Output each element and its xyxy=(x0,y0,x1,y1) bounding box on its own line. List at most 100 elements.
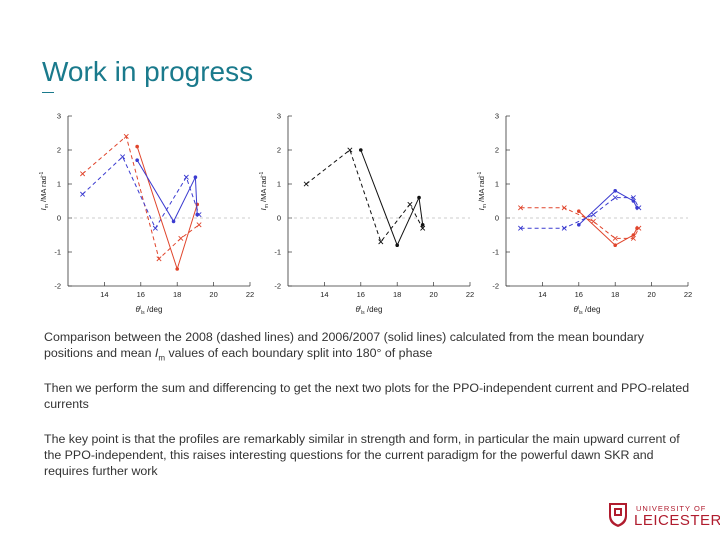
data-point xyxy=(612,235,618,241)
data-point xyxy=(135,144,139,149)
x-tick-label: 16 xyxy=(575,290,583,299)
x-axis-label: θils /deg xyxy=(136,305,163,316)
data-point xyxy=(631,233,636,237)
series-line-3 xyxy=(578,210,638,246)
y-axis-label: Im /MA rad-1 xyxy=(39,171,50,210)
data-point xyxy=(577,223,581,227)
data-point xyxy=(196,222,202,228)
y-tick-label: 1 xyxy=(57,180,61,189)
logo-leicester: LEICESTER xyxy=(634,512,720,529)
chart-panel-2: -2 -1 0 1 2 3 14 16 18 20 22 θils /deg Im /MA rad-1 xyxy=(259,112,474,317)
data-point xyxy=(80,191,86,197)
data-point xyxy=(630,235,636,241)
data-point xyxy=(635,206,639,210)
x-tick-label: 18 xyxy=(611,290,619,299)
caption-comparison-text-b: values of each boundary split into 180° … xyxy=(165,346,433,360)
y-tick-label: 2 xyxy=(277,146,281,155)
x-axis-label: θils /deg xyxy=(574,305,601,316)
x-tick-label: 14 xyxy=(100,290,108,299)
data-point xyxy=(395,243,400,247)
y-tick-label: -1 xyxy=(274,248,281,257)
caption-sum-difference: Then we perform the sum and differencing… xyxy=(44,381,690,411)
data-point xyxy=(347,147,353,153)
data-point xyxy=(178,235,184,241)
x-tick-label: 18 xyxy=(173,290,181,299)
chart-panel-3: -2 -1 0 1 2 3 14 16 18 20 22 θils /deg Im /MA rad-1 xyxy=(477,112,692,317)
crest-icon xyxy=(609,503,627,527)
data-point xyxy=(123,133,129,139)
data-point xyxy=(518,205,524,211)
data-point xyxy=(612,195,618,201)
data-point xyxy=(630,195,636,201)
data-point xyxy=(561,205,567,211)
x-axis-label: θils /deg xyxy=(356,305,383,316)
data-point xyxy=(171,219,176,224)
x-tick-label: 20 xyxy=(429,290,437,299)
y-axis-label: Im /MA rad-1 xyxy=(259,171,270,210)
data-point xyxy=(175,267,179,271)
data-point xyxy=(420,223,425,227)
y-tick-label: 0 xyxy=(277,214,281,223)
data-point xyxy=(420,225,426,231)
y-tick-label: 2 xyxy=(57,146,61,155)
slide-title: Work in progress xyxy=(42,56,254,87)
caption-comparison: Comparison between the 2008 (dashed line… xyxy=(44,329,694,366)
x-tick-label: 22 xyxy=(466,290,474,299)
series-line-2 xyxy=(520,197,640,229)
caption-symbol-subscript: m xyxy=(158,353,166,363)
y-tick-label: 1 xyxy=(495,180,499,189)
data-point xyxy=(417,195,421,200)
series-line-4 xyxy=(578,190,638,226)
caption-key-point: The key point is that the profiles are r… xyxy=(44,432,680,478)
caption-symbol: I xyxy=(154,346,159,360)
data-point xyxy=(577,209,581,213)
data-point xyxy=(152,225,158,231)
logo-university-of: UNIVERSITY OF xyxy=(636,504,707,513)
x-tick-label: 18 xyxy=(393,290,401,299)
y-tick-label: 3 xyxy=(495,112,499,121)
data-point xyxy=(193,175,198,179)
data-point xyxy=(195,212,200,217)
y-tick-label: -2 xyxy=(274,282,281,291)
data-point xyxy=(613,189,617,193)
y-tick-label: -1 xyxy=(492,248,499,257)
title-rule xyxy=(42,92,54,93)
data-point xyxy=(631,199,636,203)
data-point xyxy=(613,243,617,247)
data-point xyxy=(378,239,384,245)
x-tick-label: 20 xyxy=(209,290,217,299)
data-point xyxy=(407,201,413,207)
y-axis-label: Im /MA rad-1 xyxy=(477,171,488,210)
series-line-2 xyxy=(360,149,424,247)
y-tick-label: -2 xyxy=(492,282,499,291)
x-tick-label: 22 xyxy=(246,290,254,299)
x-tick-label: 16 xyxy=(357,290,365,299)
data-point xyxy=(80,171,86,177)
caption-comparison-text-a: Comparison between the 2008 (dashed line… xyxy=(44,330,644,360)
x-tick-label: 22 xyxy=(684,290,692,299)
y-tick-label: 3 xyxy=(57,112,61,121)
x-tick-label: 20 xyxy=(647,290,655,299)
x-tick-label: 14 xyxy=(538,290,546,299)
data-point xyxy=(518,225,524,231)
y-tick-label: 3 xyxy=(277,112,281,121)
y-tick-label: -2 xyxy=(54,282,61,291)
data-point xyxy=(183,174,189,180)
x-tick-label: 14 xyxy=(320,290,328,299)
data-point xyxy=(156,256,162,262)
x-tick-label: 16 xyxy=(137,290,145,299)
data-point xyxy=(561,225,567,231)
series-line-4 xyxy=(136,159,198,223)
data-point xyxy=(635,226,639,230)
y-tick-label: 1 xyxy=(277,180,281,189)
series-line-1 xyxy=(520,207,640,239)
data-point xyxy=(135,158,139,162)
university-logo: UNIVERSITY OF LEICESTER xyxy=(608,500,720,532)
y-tick-label: 0 xyxy=(495,214,499,223)
chart-panel-1: -2 -1 0 1 2 3 14 16 18 20 22 θils /deg Im /MA rad-1 xyxy=(39,112,254,317)
data-point xyxy=(359,148,363,152)
data-point xyxy=(120,154,126,160)
data-point xyxy=(303,181,309,187)
y-tick-label: 2 xyxy=(495,146,499,155)
series-line-1 xyxy=(305,149,424,243)
